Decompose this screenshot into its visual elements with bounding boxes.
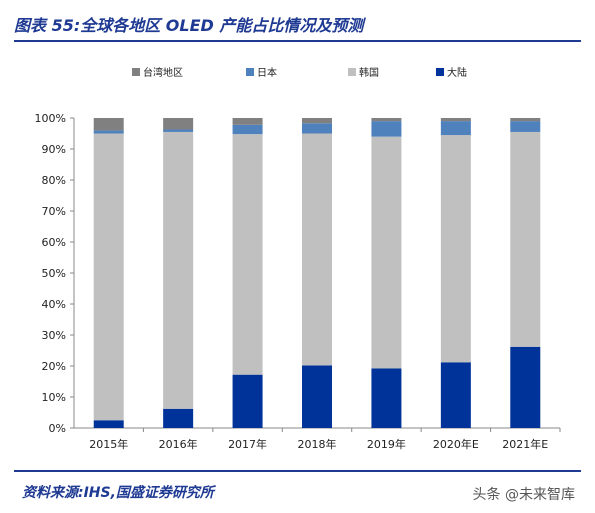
y-tick-label: 30% bbox=[42, 329, 66, 342]
bar-segment bbox=[371, 368, 402, 428]
y-tick-label: 10% bbox=[42, 391, 66, 404]
bar-segment bbox=[163, 129, 194, 132]
bar-segment bbox=[93, 118, 124, 131]
bar-segment bbox=[440, 362, 471, 428]
bar-segment bbox=[232, 134, 263, 375]
bar-segment bbox=[163, 131, 194, 409]
legend-swatch bbox=[436, 67, 444, 76]
source-note: 资料来源:IHS,国盛证券研究所 bbox=[22, 485, 214, 501]
x-tick-label: 2020年E bbox=[433, 437, 479, 451]
y-tick-label: 70% bbox=[42, 205, 66, 218]
bar-segment bbox=[232, 124, 263, 135]
bar-segment bbox=[440, 121, 471, 136]
bar-segment bbox=[371, 121, 402, 137]
bar-segment bbox=[163, 118, 194, 130]
legend-label: 台湾地区 bbox=[143, 68, 183, 79]
bar-segment bbox=[302, 365, 332, 428]
bar-segment bbox=[440, 135, 471, 363]
legend-item: 韩国 bbox=[348, 64, 379, 79]
bar-segment bbox=[302, 118, 332, 124]
x-tick-label: 2019年 bbox=[367, 437, 406, 451]
bar-segment bbox=[510, 346, 541, 428]
bar-segment bbox=[302, 133, 332, 366]
legend-swatch bbox=[246, 67, 254, 76]
x-tick-label: 2015年 bbox=[89, 437, 128, 451]
y-tick-label: 20% bbox=[42, 360, 66, 373]
legend-swatch bbox=[132, 67, 140, 76]
title-divider bbox=[14, 40, 581, 42]
x-tick-label: 2017年 bbox=[228, 437, 267, 451]
watermark-text: 头条 @未来智库 bbox=[472, 487, 575, 503]
x-tick-label: 2018年 bbox=[298, 437, 337, 451]
bar-segment bbox=[232, 374, 263, 428]
y-tick-label: 50% bbox=[42, 267, 66, 280]
figure-title: 图表 55:全球各地区 OLED 产能占比情况及预测 bbox=[14, 16, 364, 35]
y-tick-label: 60% bbox=[42, 236, 66, 249]
y-tick-label: 100% bbox=[35, 112, 66, 125]
bar-segment bbox=[163, 408, 194, 428]
legend-item: 大陆 bbox=[436, 64, 467, 79]
x-tick-label: 2021年E bbox=[502, 437, 548, 451]
legend-item: 台湾地区 bbox=[132, 64, 183, 79]
bar-segment bbox=[440, 118, 471, 122]
legend-label: 日本 bbox=[257, 68, 277, 79]
y-tick-label: 0% bbox=[49, 422, 66, 435]
legend-label: 韩国 bbox=[359, 68, 379, 79]
bar-segment bbox=[371, 136, 402, 369]
y-tick-label: 90% bbox=[42, 143, 66, 156]
legend-label: 大陆 bbox=[447, 68, 467, 79]
stacked-bar-chart: 0% 10% 20% 30% 40% 50% 60% 70% 80% 90% 100% 2015年 20… bbox=[35, 112, 561, 451]
y-tick-label: 80% bbox=[42, 174, 66, 187]
bar-segment bbox=[510, 121, 541, 132]
bar-segment bbox=[302, 123, 332, 134]
bar-segment bbox=[93, 130, 124, 134]
bar-segment bbox=[232, 118, 263, 125]
x-tick-label: 2016年 bbox=[159, 437, 198, 451]
bar-segment bbox=[510, 131, 541, 347]
bar-segment bbox=[93, 133, 124, 421]
y-tick-label: 40% bbox=[42, 298, 66, 311]
bar-segment bbox=[93, 420, 124, 428]
legend-item: 日本 bbox=[246, 64, 277, 79]
chart-legend: 台湾地区 日本 韩国 大陆 bbox=[0, 64, 595, 84]
legend-swatch bbox=[348, 67, 356, 76]
bar-segment bbox=[510, 118, 541, 122]
bar-segment bbox=[371, 118, 402, 122]
source-divider bbox=[14, 470, 581, 472]
